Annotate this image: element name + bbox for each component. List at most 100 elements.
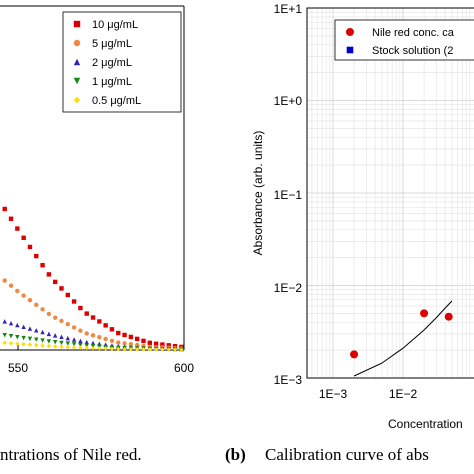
left-data-point <box>40 307 45 312</box>
left-data-point <box>59 340 64 346</box>
left-data-point <box>84 343 89 348</box>
left-data-point <box>147 347 153 352</box>
left-data-point <box>160 347 165 352</box>
left-data-point <box>52 315 58 320</box>
right-legend: Nile red conc. ca Stock solution (2 <box>334 19 474 61</box>
left-legend-label: 0.5 μg/mL <box>92 95 141 107</box>
right-legend-marker <box>346 46 354 54</box>
right-legend-items: Nile red conc. ca Stock solution (2 <box>346 27 455 57</box>
left-data-point <box>27 326 33 331</box>
left-data-point <box>27 336 33 342</box>
right-y-tick-1e-2: 1E−2 <box>274 281 303 295</box>
left-data-point <box>134 336 140 342</box>
left-series-1 <box>2 278 184 351</box>
left-legend-box <box>62 11 182 113</box>
left-series-4 <box>2 340 184 352</box>
left-legend-marker <box>73 77 81 85</box>
left-data-point <box>134 342 140 348</box>
right-x-axis-label: Concentration <box>388 417 463 431</box>
left-caption: ntrations of Nile red. <box>0 445 142 464</box>
left-data-point <box>8 321 14 326</box>
right-data-point <box>420 309 429 318</box>
left-data-point <box>84 339 89 345</box>
left-data-point <box>59 318 64 324</box>
right-caption-text: Calibration curve of abs <box>265 445 429 464</box>
left-data-point <box>15 226 20 231</box>
left-data-point <box>52 279 58 285</box>
left-data-point <box>34 337 39 342</box>
left-data-point <box>15 341 20 346</box>
left-data-point <box>97 334 102 340</box>
right-legend-label: Nile red conc. ca <box>372 27 455 39</box>
left-data-point <box>46 339 52 344</box>
right-grid <box>307 8 474 379</box>
left-x-ticks: 550 600 <box>8 345 194 375</box>
right-y-tick-1e-3: 1E−3 <box>274 373 303 387</box>
left-legend-marker <box>73 96 81 104</box>
left-data-point <box>21 342 26 347</box>
left-legend: 10 μg/mL 5 μg/mL 2 μg/mL 1 μg/mL 0.5 μg/mL <box>62 11 182 113</box>
left-data-point <box>21 235 26 240</box>
left-data-point <box>71 345 77 350</box>
left-data-point <box>109 327 115 332</box>
left-data-point <box>52 344 58 349</box>
left-data-point <box>160 342 165 347</box>
left-data-point <box>2 206 7 212</box>
right-y-ticks: 1E−3 1E−2 1E−1 1E+0 1E+1 <box>274 2 303 387</box>
left-data-point <box>65 322 71 327</box>
left-data-point <box>71 337 77 342</box>
left-data-point <box>15 322 20 328</box>
left-data-point <box>40 343 45 348</box>
right-legend-box <box>334 19 474 61</box>
left-data-point <box>65 335 70 341</box>
right-x-tick-1e-2: 1E−2 <box>389 387 418 401</box>
left-data-point <box>153 347 159 352</box>
left-data-point <box>71 342 77 347</box>
left-data-point <box>90 315 96 320</box>
left-data-point <box>128 346 134 352</box>
left-data-point <box>78 345 83 350</box>
left-data-point <box>15 288 20 294</box>
left-series-group <box>2 206 184 352</box>
left-data-point <box>179 347 184 352</box>
left-data-point <box>21 293 26 298</box>
left-data-point <box>122 341 127 346</box>
left-data-point <box>116 346 121 352</box>
left-legend-marker <box>73 39 81 47</box>
left-data-point <box>2 278 7 283</box>
left-data-point <box>84 311 89 316</box>
left-data-point <box>34 342 39 348</box>
left-data-point <box>34 328 39 333</box>
left-data-point <box>78 305 83 311</box>
left-data-point <box>141 347 146 352</box>
left-data-point <box>21 335 26 341</box>
left-data-point <box>34 302 39 307</box>
left-legend-label: 5 μg/mL <box>92 38 132 50</box>
left-legend-marker <box>73 20 81 28</box>
left-data-point <box>172 347 178 352</box>
left-x-tick-label-600: 600 <box>174 361 194 375</box>
right-x-tick-1e-3: 1E−3 <box>319 387 348 401</box>
left-data-point <box>97 346 102 351</box>
left-data-point <box>46 272 52 277</box>
left-data-point <box>141 338 146 344</box>
left-data-point <box>46 343 52 349</box>
right-data-point <box>444 312 453 321</box>
left-data-point <box>46 311 52 317</box>
right-fit-curve <box>353 300 453 377</box>
left-chart: 550 600 10 μg/mL 5 μg/mL 2 μg/mL 1 μg/mL 0.5… <box>0 5 194 375</box>
right-y-tick-1e0: 1E+0 <box>274 94 303 108</box>
left-data-point <box>78 328 83 333</box>
left-legend-marker <box>73 58 81 66</box>
left-data-point <box>134 347 140 352</box>
right-x-ticks: 1E−3 1E−2 <box>319 387 418 401</box>
left-data-point <box>78 338 83 344</box>
left-data-point <box>122 346 127 352</box>
left-data-point <box>59 286 64 291</box>
left-data-point <box>8 341 14 346</box>
right-y-tick-1e-1: 1E−1 <box>274 188 303 202</box>
left-data-point <box>8 333 14 339</box>
left-data-point <box>15 334 20 340</box>
left-data-point <box>116 340 121 345</box>
